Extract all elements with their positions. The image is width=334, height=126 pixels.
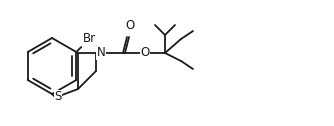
Text: Br: Br xyxy=(83,32,97,45)
Text: N: N xyxy=(97,46,106,59)
Text: S: S xyxy=(54,90,62,103)
Text: O: O xyxy=(140,46,150,59)
Text: O: O xyxy=(125,19,135,32)
